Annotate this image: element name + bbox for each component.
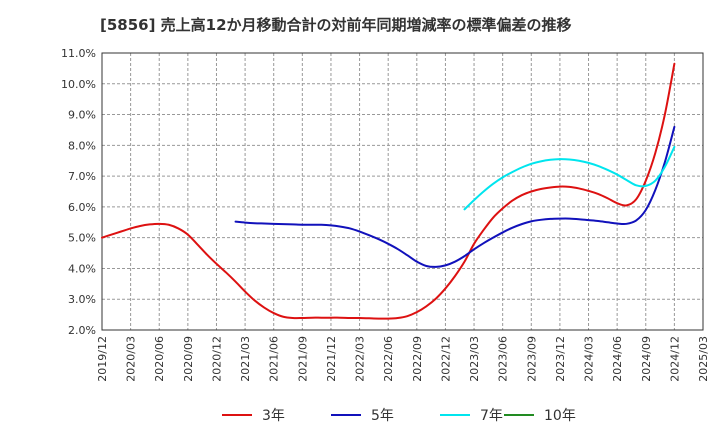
x-tick-label: 2023/06	[497, 336, 510, 382]
x-tick-label: 2020/06	[153, 336, 166, 382]
series-line-3年	[101, 62, 676, 320]
chart-legend: 3年 5年 7年 10年	[0, 404, 720, 428]
series-line-7年	[463, 145, 676, 211]
x-tick-label: 2020/09	[182, 336, 195, 382]
y-tick-label: 2.0%	[68, 324, 96, 337]
plot-frame	[101, 52, 704, 331]
y-tick-label: 3.0%	[68, 293, 96, 306]
x-tick-label: 2021/03	[239, 336, 252, 382]
x-tick-label: 2022/03	[354, 336, 367, 382]
x-tick-label: 2023/03	[468, 336, 481, 382]
x-tick-label: 2024/12	[668, 336, 681, 382]
legend-swatch	[504, 414, 534, 416]
y-tick-label: 7.0%	[68, 170, 96, 183]
y-tick-label: 9.0%	[68, 109, 96, 122]
y-tick-label: 10.0%	[61, 78, 96, 91]
series-line-5年	[234, 125, 676, 268]
x-tick-label: 2022/12	[439, 336, 452, 382]
chart-title: [5856] 売上高12か月移動合計の対前年同期増減率の標準偏差の推移	[100, 16, 572, 34]
x-tick-label: 2023/12	[554, 336, 567, 382]
y-tick-label: 6.0%	[68, 201, 96, 214]
x-tick-label: 2019/12	[96, 336, 109, 382]
x-tick-label: 2021/09	[296, 336, 309, 382]
y-tick-label: 8.0%	[68, 139, 96, 152]
x-tick-label: 2024/03	[583, 336, 596, 382]
x-tick-label: 2021/06	[268, 336, 281, 382]
x-tick-label: 2022/09	[411, 336, 424, 382]
x-tick-label: 2023/09	[525, 336, 538, 382]
legend-label: 10年	[544, 408, 576, 424]
x-tick-label: 2025/03	[697, 336, 710, 382]
y-tick-label: 11.0%	[61, 47, 96, 60]
x-tick-label: 2024/06	[611, 336, 624, 382]
legend-swatch	[222, 414, 252, 416]
x-tick-label: 2021/12	[325, 336, 338, 382]
legend-swatch	[440, 414, 470, 416]
chart-plot: 2.0% 3.0% 4.0% 5.0% 6.0% 7.0% 8.0% 9.0% 10.0% 11.…	[61, 47, 710, 382]
legend-label: 5年	[371, 408, 394, 424]
y-tick-label: 4.0%	[68, 262, 96, 275]
x-tick-label: 2020/12	[210, 336, 223, 382]
x-tick-label: 2022/06	[382, 336, 395, 382]
legend-swatch	[331, 414, 361, 416]
y-tick-label: 5.0%	[68, 232, 96, 245]
x-tick-label: 2020/03	[125, 336, 138, 382]
legend-label: 3年	[262, 408, 285, 424]
legend-label: 7年	[480, 408, 503, 424]
x-tick-label: 2024/09	[640, 336, 653, 382]
